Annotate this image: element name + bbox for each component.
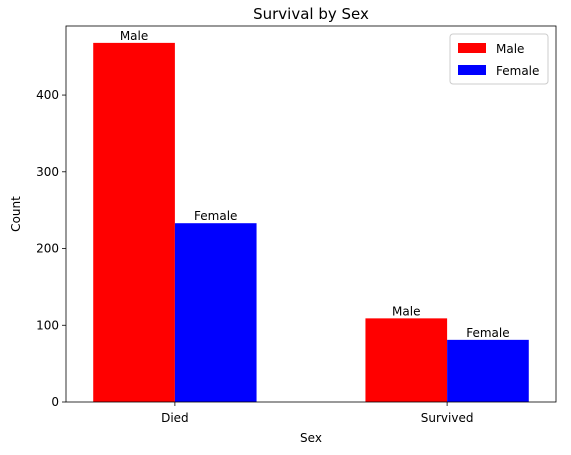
y-tick-label: 300 (36, 165, 59, 179)
bar-male-died (93, 42, 175, 403)
x-axis: Died Survived (161, 402, 473, 425)
bar-female-survived (447, 339, 529, 402)
bar-female-died (174, 223, 257, 402)
bar-label-male-survived: Male (392, 304, 420, 318)
x-axis-label: Sex (300, 431, 322, 445)
chart-title: Survival by Sex (253, 5, 369, 23)
legend: Male Female (449, 33, 549, 85)
y-tick-label: 200 (36, 242, 59, 256)
y-axis-label: Count (9, 196, 23, 232)
y-tick-label: 400 (36, 88, 59, 102)
legend-label-female: Female (496, 64, 539, 78)
y-tick-label: 100 (36, 318, 59, 332)
legend-swatch-female (458, 65, 486, 75)
plot-frame (65, 25, 557, 403)
bar-label-male-died: Male (120, 29, 148, 43)
x-tick-label: Survived (421, 411, 474, 425)
y-tick-label: 0 (51, 395, 59, 409)
bar-label-female-died: Female (194, 209, 237, 223)
bar-label-female-survived: Female (466, 326, 509, 340)
y-axis: 0 100 200 300 400 (36, 25, 557, 409)
legend-swatch-male (458, 43, 486, 53)
bar-male-survived (365, 318, 448, 402)
x-tick-label: Died (161, 411, 189, 425)
legend-label-male: Male (496, 42, 524, 56)
plot-area: Male Male Female Female (93, 29, 529, 403)
